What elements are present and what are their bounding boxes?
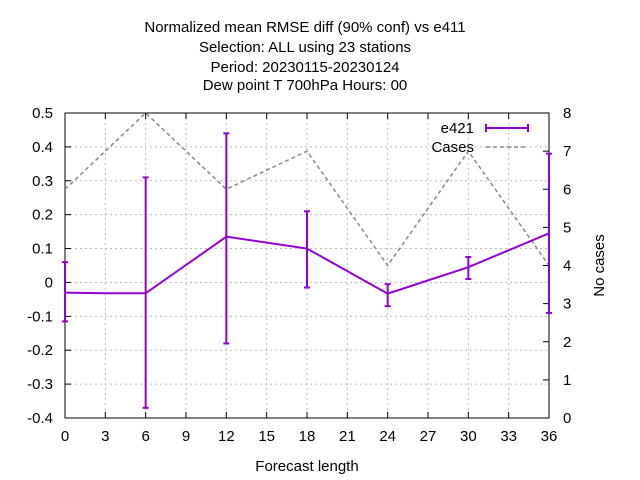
title-line-2: Selection: ALL using 23 stations bbox=[199, 39, 411, 56]
title-line-4: Dew point T 700hPa Hours: 00 bbox=[203, 77, 408, 94]
y2-tick-label: 0 bbox=[563, 410, 571, 427]
x-tick-label: 0 bbox=[61, 428, 69, 445]
x-tick-label: 24 bbox=[379, 428, 396, 445]
errorbar-e421 bbox=[304, 210, 310, 289]
chart-title: Normalized mean RMSE diff (90% conf) vs … bbox=[144, 19, 465, 94]
y-axis-ticks: 0.5 0.4 0.3 0.2 0.1 0 -0.1 -0.2 -0.3 -0.4 bbox=[27, 105, 71, 427]
y-tick-label: 0.4 bbox=[32, 139, 53, 156]
y-tick-label: 0.5 bbox=[32, 105, 53, 122]
y2-tick-label: 8 bbox=[563, 105, 571, 122]
legend-label-cases: Cases bbox=[431, 139, 474, 156]
y-tick-label: -0.4 bbox=[27, 410, 53, 427]
x-tick-label: 12 bbox=[218, 428, 235, 445]
y2-tick-label: 1 bbox=[563, 372, 571, 389]
y-tick-label: 0.3 bbox=[32, 173, 53, 190]
y2-tick-label: 3 bbox=[563, 296, 571, 313]
x-tick-label: 15 bbox=[258, 428, 275, 445]
series-layer bbox=[62, 111, 552, 409]
errorbar-e421 bbox=[465, 256, 472, 281]
x-tick-label: 21 bbox=[339, 428, 356, 445]
x-tick-label: 18 bbox=[299, 428, 316, 445]
y-tick-label: 0 bbox=[45, 274, 53, 291]
x-tick-label: 3 bbox=[101, 428, 109, 445]
title-line-1: Normalized mean RMSE diff (90% conf) vs … bbox=[144, 19, 465, 36]
errorbar-e421 bbox=[546, 152, 552, 314]
series-line-e421 bbox=[64, 232, 550, 295]
y2-axis-label: No cases bbox=[591, 234, 608, 297]
y-tick-label: 0.2 bbox=[32, 207, 53, 224]
y2-tick-label: 4 bbox=[563, 258, 571, 275]
x-tick-label: 36 bbox=[541, 428, 558, 445]
y-tick-label: 0.1 bbox=[32, 241, 53, 258]
x-axis-label: Forecast length bbox=[255, 458, 358, 475]
y2-axis-ticks: 8 7 6 5 4 3 2 1 0 bbox=[543, 105, 571, 427]
y2-tick-label: 2 bbox=[563, 334, 571, 351]
y-tick-label: -0.2 bbox=[27, 342, 53, 359]
x-tick-label: 6 bbox=[141, 428, 149, 445]
y2-tick-label: 5 bbox=[563, 219, 571, 236]
legend: e421 Cases bbox=[431, 120, 529, 156]
y2-tick-label: 7 bbox=[563, 143, 571, 160]
errorbar-e421 bbox=[384, 283, 391, 308]
y-tick-label: -0.3 bbox=[27, 376, 53, 393]
title-line-3: Period: 20230115-20230124 bbox=[210, 59, 399, 76]
errorbar-e421 bbox=[142, 176, 149, 409]
y2-tick-label: 6 bbox=[563, 181, 571, 198]
errorbar-e421 bbox=[223, 132, 230, 345]
x-tick-label: 9 bbox=[182, 428, 190, 445]
x-tick-label: 30 bbox=[460, 428, 477, 445]
x-tick-label: 27 bbox=[420, 428, 437, 445]
x-axis-ticks: 0 3 6 9 12 15 18 21 24 27 30 33 36 bbox=[61, 113, 558, 445]
legend-label-e421: e421 bbox=[441, 120, 474, 137]
errorbar-e421 bbox=[62, 261, 68, 323]
y-tick-label: -0.1 bbox=[27, 308, 53, 325]
x-tick-label: 33 bbox=[500, 428, 517, 445]
